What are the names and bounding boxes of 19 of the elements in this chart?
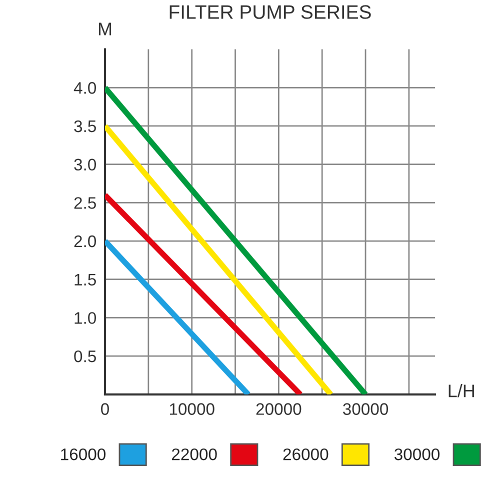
legend-label: 26000: [283, 448, 328, 460]
x-tick-label: 30000: [342, 403, 388, 415]
y-tick-label: 1.0: [74, 312, 96, 324]
y-tick-label: 2.5: [74, 197, 96, 209]
legend-label: 22000: [172, 448, 217, 460]
legend-label: 16000: [61, 448, 106, 460]
y-tick-label: 3.5: [74, 120, 96, 132]
x-tick-label: 20000: [256, 403, 302, 415]
y-tick-label: 3.0: [74, 158, 96, 171]
y-tick-label: 4.0: [74, 82, 96, 94]
legend-label: 30000: [394, 448, 440, 460]
y-tick-label: 0.5: [74, 350, 96, 362]
y-tick-label: 1.5: [74, 274, 96, 286]
x-tick-label: 0: [101, 403, 109, 415]
x-tick-label: 10000: [170, 403, 214, 415]
chart-title: FILTER PUMP SERIES: [170, 5, 371, 19]
x-axis-title: L/H: [448, 384, 474, 398]
y-tick-label: 2.0: [74, 235, 96, 248]
y-axis-title: M: [98, 22, 112, 36]
